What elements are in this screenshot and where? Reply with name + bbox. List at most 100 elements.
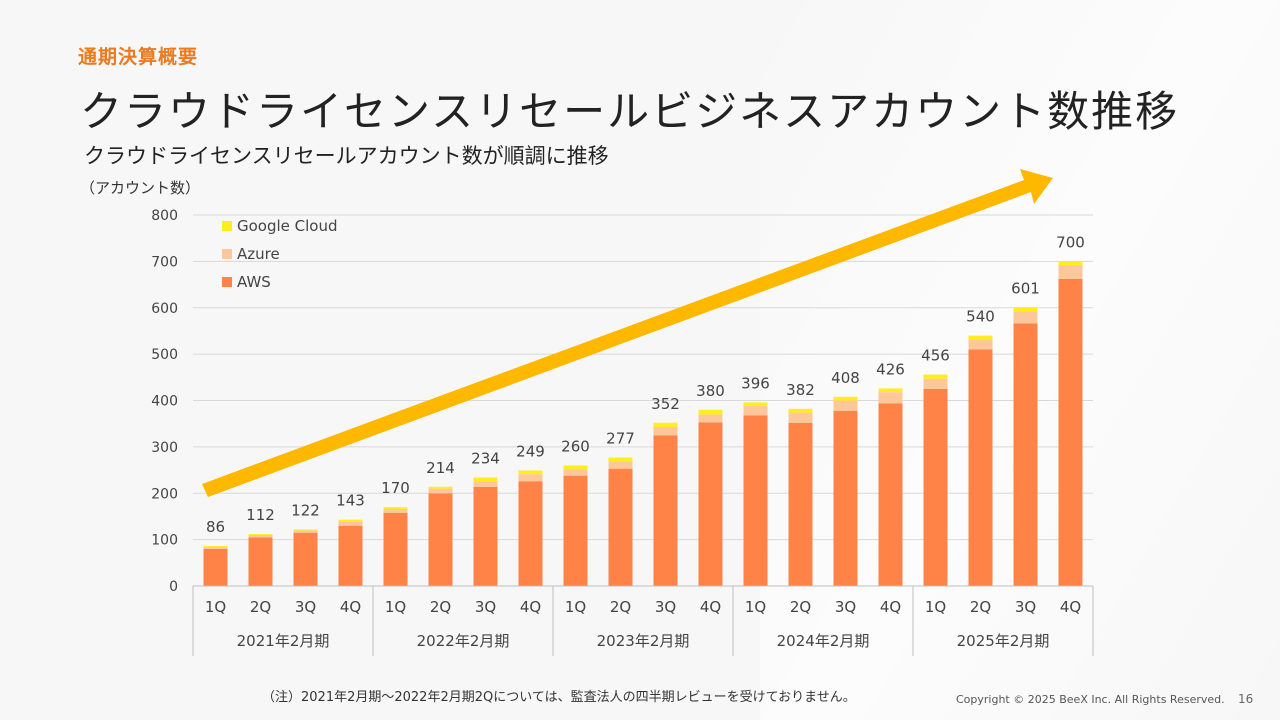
legend-swatch [222,277,232,287]
x-tick-label: 2Q [430,598,451,616]
data-label: 249 [516,443,545,461]
bar-segment-google-cloud [743,402,768,407]
data-label: 700 [1056,233,1085,251]
x-tick-label: 4Q [1060,598,1081,616]
x-tick-label: 4Q [520,598,541,616]
bar-segment-aws [653,435,678,586]
bar-segment-aws [248,537,273,586]
y-tick-label: 700 [151,254,178,270]
bar-segment-aws [833,410,858,586]
x-tick-label: 1Q [385,598,406,616]
bar-segment-azure [788,412,813,423]
x-tick-label: 1Q [745,598,766,616]
data-label: 540 [966,308,995,326]
bar-segment-google-cloud [788,408,813,413]
bar-segment-aws [203,548,228,586]
bar-segment-aws [563,475,588,586]
bar-segment-google-cloud [608,457,633,462]
data-label: 112 [246,506,275,524]
data-label: 170 [381,479,410,497]
bar-segment-azure [923,378,948,389]
bar-segment-google-cloud [833,396,858,401]
bar-segment-google-cloud [293,529,318,531]
x-tick-label: 3Q [1015,598,1036,616]
bar-segment-aws [878,403,903,586]
y-tick-label: 300 [151,440,178,456]
x-tick-label: 2Q [250,598,271,616]
x-group-label: 2024年2月期 [777,632,870,650]
y-tick-label: 500 [151,347,178,363]
y-tick-label: 800 [151,208,178,224]
bar-segment-google-cloud [878,388,903,393]
bar-segment-google-cloud [698,409,723,415]
bar-segment-google-cloud [473,477,498,482]
y-axis-unit-label: （アカウント数） [80,179,201,197]
bar-segment-aws [383,512,408,586]
data-label: 396 [741,374,770,392]
bar-segment-azure [1058,265,1083,279]
bar-segment-azure [743,406,768,416]
x-tick-label: 3Q [655,598,676,616]
bar-segment-azure [698,414,723,423]
bar-segment-google-cloud [248,534,273,535]
trend-arrow [202,169,1053,497]
bar-segment-azure [833,400,858,411]
data-label: 380 [696,382,725,400]
x-tick-label: 4Q [880,598,901,616]
bar-segment-azure [203,547,228,549]
bar-segment-google-cloud [1058,261,1083,266]
section-label: 通期決算概要 [78,46,199,68]
bar-segment-azure [653,426,678,436]
bar-segment-google-cloud [518,470,543,475]
x-tick-label: 1Q [205,598,226,616]
data-label: 277 [606,430,635,448]
bar-segment-azure [383,509,408,513]
data-label: 143 [336,492,365,510]
x-tick-label: 3Q [295,598,316,616]
bar-segment-azure [428,488,453,494]
data-label: 382 [786,381,815,399]
x-tick-label: 4Q [340,598,361,616]
y-tick-label: 400 [151,394,178,410]
bar-segment-aws [473,486,498,586]
x-tick-label: 3Q [475,598,496,616]
bar-segment-google-cloud [203,546,228,548]
bar-segment-aws [788,422,813,586]
y-tick-label: 200 [151,486,178,502]
data-label: 601 [1011,279,1040,297]
data-label: 408 [831,369,860,387]
legend-label: Azure [237,245,280,263]
bar-segment-google-cloud [338,519,363,523]
data-label: 260 [561,437,590,455]
x-group-label: 2023年2月期 [597,632,690,650]
bar-segment-aws [293,532,318,586]
x-tick-label: 4Q [700,598,721,616]
bar-segment-azure [473,481,498,487]
bar-segment-aws [743,415,768,586]
bar-segment-google-cloud [383,507,408,510]
bar-segment-azure [878,392,903,404]
bar-segment-azure [293,530,318,533]
x-group-label: 2025年2月期 [957,632,1050,650]
x-tick-label: 2Q [610,598,631,616]
data-label: 456 [921,347,950,365]
x-group-label: 2021年2月期 [237,632,330,650]
bar-segment-aws [698,422,723,586]
x-tick-label: 2Q [790,598,811,616]
bar-segment-aws [923,388,948,586]
x-group-label: 2022年2月期 [417,632,510,650]
page-number: 16 [1238,692,1254,706]
bar-segment-google-cloud [968,335,993,340]
bar-segment-azure [338,522,363,526]
page-subtitle: クラウドライセンスリセールアカウント数が順調に推移 [84,144,609,168]
data-label: 86 [206,518,225,536]
data-label: 352 [651,395,680,413]
x-tick-label: 1Q [925,598,946,616]
bar-segment-google-cloud [1013,307,1038,312]
bar-segment-aws [968,349,993,586]
y-tick-label: 0 [169,579,178,595]
bar-segment-azure [608,461,633,469]
bar-segment-google-cloud [653,422,678,427]
bar-segment-google-cloud [428,486,453,489]
bar-segment-aws [428,493,453,586]
